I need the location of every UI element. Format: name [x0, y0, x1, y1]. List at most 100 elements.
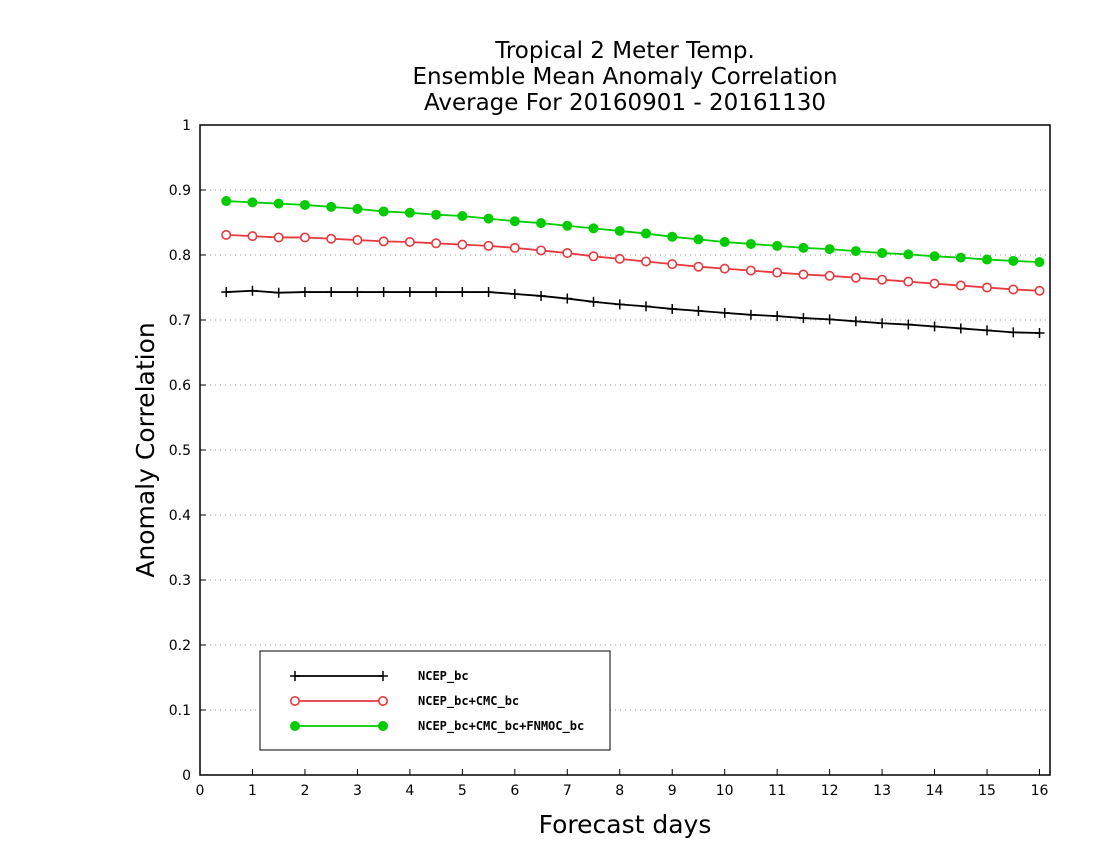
series-1-point-24 — [850, 272, 861, 283]
x-tick-label-9: 9 — [668, 783, 677, 799]
y-tick-label-4: 0.4 — [169, 508, 191, 524]
series-1-point-25 — [877, 274, 888, 285]
x-tick-label-6: 6 — [510, 783, 519, 799]
x-axis-title: Forecast days — [539, 810, 712, 839]
series-2-point-24 — [850, 246, 861, 257]
series-2-point-22 — [798, 242, 809, 253]
series-0-point-6 — [378, 287, 389, 298]
x-tick-label-10: 10 — [716, 783, 734, 799]
series-2-point-5 — [352, 203, 363, 214]
series-2-point-31 — [1034, 257, 1045, 268]
series-0-point-14 — [588, 296, 599, 307]
legend-label-1: NCEP_bc+CMC_bc — [418, 694, 519, 709]
y-axis-title: Anomaly Correlation — [131, 322, 160, 577]
y-tick-label-10: 1 — [182, 118, 191, 134]
series-2-point-14 — [588, 223, 599, 234]
series-1-point-9 — [457, 239, 468, 250]
series-1-point-3 — [299, 232, 310, 243]
series-0-point-13 — [562, 293, 573, 304]
series-0-point-16 — [640, 301, 651, 312]
x-tick-label-1: 1 — [248, 783, 257, 799]
series-0-point-8 — [431, 287, 442, 298]
y-tick-label-6: 0.6 — [169, 378, 191, 394]
series-0-point-18 — [693, 305, 704, 316]
y-tick-label-9: 0.9 — [169, 183, 191, 199]
x-tick-label-7: 7 — [563, 783, 572, 799]
series-2-point-25 — [877, 248, 888, 259]
x-tick-label-14: 14 — [926, 783, 944, 799]
series-2-point-7 — [404, 207, 415, 218]
gridlines — [200, 189, 1050, 711]
series-1-point-23 — [824, 270, 835, 281]
series-2-point-10 — [483, 213, 494, 224]
y-tick-label-7: 0.7 — [169, 313, 191, 329]
series-2-point-29 — [982, 254, 993, 265]
series-0-point-3 — [299, 287, 310, 298]
series-1-point-17 — [667, 259, 678, 270]
series-1-point-18 — [693, 261, 704, 272]
x-tick-label-15: 15 — [978, 783, 996, 799]
series-1-point-30 — [1008, 284, 1019, 295]
series-1-point-22 — [798, 269, 809, 280]
legend: NCEP_bc NCEP_bc+CMC_bc NCEP_bc+CMC_bc+FNMO… — [259, 650, 611, 751]
series-2-point-4 — [326, 201, 337, 212]
x-tick-label-11: 11 — [768, 783, 786, 799]
series-0-point-27 — [929, 321, 940, 332]
x-tick-label-13: 13 — [873, 783, 891, 799]
series-0-point-28 — [955, 323, 966, 334]
series-2-point-16 — [640, 228, 651, 239]
series-2-point-6 — [378, 206, 389, 217]
axes: 0 1 2 3 4 5 6 7 8 9 10 11 12 13 14 15 1600.10.20.30.40.5… — [169, 118, 1051, 799]
title-line-2: Ensemble Mean Anomaly Correlation — [412, 64, 837, 90]
series-0-point-23 — [824, 314, 835, 325]
series-0-point-20 — [745, 309, 756, 320]
legend-marker-start-2 — [290, 721, 300, 731]
series-0-point-22 — [798, 313, 809, 324]
series-0-point-19 — [719, 307, 730, 318]
series-1 — [221, 229, 1045, 296]
x-tick-label-5: 5 — [458, 783, 467, 799]
series-2-point-23 — [824, 244, 835, 255]
legend-marker-start-1 — [289, 695, 300, 706]
y-tick-label-5: 0.5 — [169, 443, 191, 459]
series-2 — [221, 196, 1045, 268]
series-1-point-10 — [483, 240, 494, 251]
y-tick-label-1: 0.1 — [169, 703, 191, 719]
series-2-point-19 — [719, 237, 730, 247]
legend-marker-end-0 — [378, 671, 388, 681]
series-2-point-18 — [693, 234, 704, 245]
series-0-point-5 — [352, 287, 363, 298]
series-1-point-21 — [772, 267, 783, 278]
series-2-point-17 — [667, 231, 678, 242]
series-1-point-12 — [536, 245, 547, 256]
series-group — [221, 196, 1045, 338]
series-2-point-0 — [221, 196, 232, 207]
series-2-point-13 — [562, 220, 573, 231]
series-1-point-14 — [588, 251, 599, 262]
series-2-point-20 — [745, 238, 756, 249]
series-0-point-10 — [483, 287, 494, 298]
series-2-point-2 — [273, 198, 284, 209]
legend-label-2: NCEP_bc+CMC_bc+FNMOC_bc — [418, 719, 584, 734]
series-1-point-5 — [352, 235, 363, 246]
x-tick-label-16: 16 — [1031, 783, 1049, 799]
y-tick-label-8: 0.8 — [169, 248, 191, 264]
series-0-point-29 — [982, 325, 993, 336]
series-1-point-6 — [378, 236, 389, 247]
x-tick-label-12: 12 — [821, 783, 839, 799]
series-1-point-26 — [903, 276, 914, 287]
series-0-point-11 — [509, 289, 520, 299]
series-1-point-7 — [404, 237, 415, 248]
series-2-point-15 — [614, 225, 625, 236]
series-1-point-8 — [431, 238, 442, 249]
series-2-point-1 — [247, 197, 258, 208]
series-1-point-11 — [509, 242, 520, 253]
series-1-point-20 — [745, 265, 756, 276]
series-2-point-11 — [509, 216, 520, 227]
x-tick-label-8: 8 — [615, 783, 624, 799]
y-tick-label-3: 0.3 — [169, 573, 191, 589]
series-0-point-25 — [877, 318, 888, 329]
series-1-point-1 — [247, 231, 258, 242]
series-0-point-26 — [903, 319, 914, 330]
title-line-1: Tropical 2 Meter Temp. — [494, 38, 755, 64]
